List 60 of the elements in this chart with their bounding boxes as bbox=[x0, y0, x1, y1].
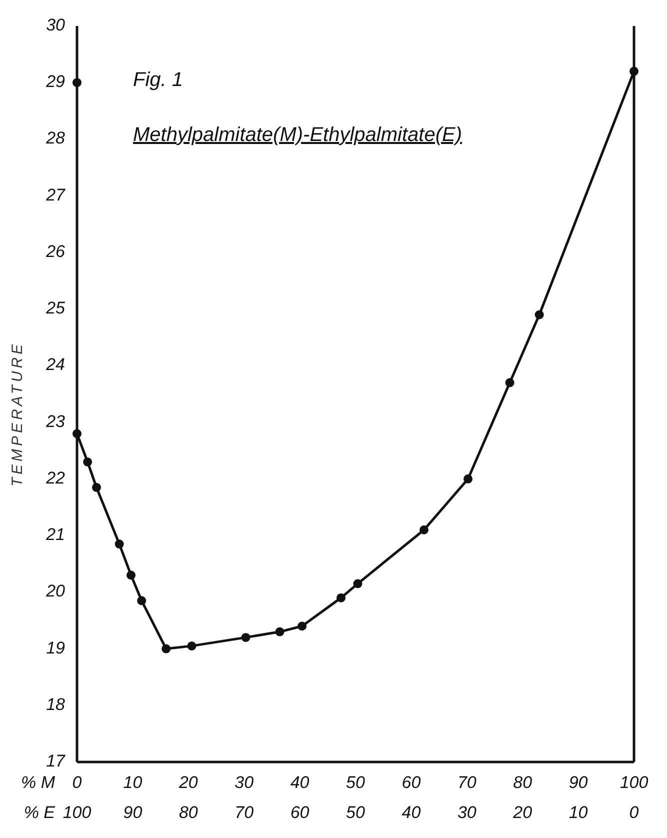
x2-tick-label: 70 bbox=[234, 803, 254, 822]
x-axis-title: % M bbox=[21, 773, 56, 792]
x-tick-label: 60 bbox=[402, 773, 422, 792]
point bbox=[162, 644, 171, 654]
point bbox=[505, 378, 514, 388]
x2-tick-label: 20 bbox=[512, 803, 533, 822]
x-tick-label: 0 bbox=[72, 773, 82, 792]
point bbox=[241, 632, 250, 642]
point bbox=[187, 641, 196, 650]
x2-tick-label: 40 bbox=[402, 803, 422, 822]
y-tick-label: 26 bbox=[45, 242, 66, 261]
x2-tick-label: 30 bbox=[457, 803, 477, 822]
point bbox=[630, 66, 638, 76]
x2-axis-title: % E bbox=[24, 803, 56, 822]
y-tick-label: 19 bbox=[46, 638, 66, 658]
point bbox=[298, 622, 307, 631]
x-tick-label: 90 bbox=[568, 773, 588, 792]
y-tick-label: 24 bbox=[45, 355, 65, 374]
point bbox=[336, 593, 346, 602]
x2-tick-label: 100 bbox=[62, 803, 92, 822]
point bbox=[83, 457, 92, 466]
x2-tick-label: 80 bbox=[178, 803, 198, 822]
x2-tick-label: 10 bbox=[568, 803, 588, 822]
point bbox=[534, 310, 544, 320]
x2-tick-label: 90 bbox=[123, 803, 143, 822]
x2-tick-label: 0 bbox=[629, 803, 640, 822]
y-tick-label: 18 bbox=[46, 694, 66, 714]
x-tick-label: 20 bbox=[178, 773, 198, 792]
point bbox=[275, 627, 284, 636]
y-tick-label: 22 bbox=[45, 468, 66, 488]
x-tick-label: 40 bbox=[290, 773, 310, 792]
point bbox=[464, 474, 473, 484]
y-axis-title: TEMPERATURE bbox=[9, 341, 26, 487]
x-tick-label: 80 bbox=[513, 773, 533, 792]
x-tick-label: 100 bbox=[620, 773, 649, 792]
point bbox=[72, 429, 82, 438]
y-tick-label: 28 bbox=[45, 128, 66, 148]
point bbox=[92, 482, 101, 492]
text: Methylpalmitate(M)-Ethylpalmitate(E) bbox=[133, 124, 462, 146]
text: Fig. 1 bbox=[133, 69, 184, 91]
y-tick-label: 17 bbox=[46, 751, 66, 770]
x-tick-label: 50 bbox=[346, 773, 366, 792]
point bbox=[353, 579, 362, 588]
point bbox=[114, 540, 124, 549]
x-tick-label: 10 bbox=[123, 773, 143, 792]
y-tick-label: 27 bbox=[45, 185, 66, 204]
y-tick-label: 25 bbox=[45, 298, 66, 318]
point bbox=[126, 570, 136, 580]
y-tick-label: 29 bbox=[45, 72, 66, 92]
x2-tick-label: 50 bbox=[346, 803, 366, 822]
point bbox=[420, 525, 429, 534]
point bbox=[72, 78, 82, 88]
y-tick-label: 30 bbox=[46, 15, 66, 34]
y-tick-label: 21 bbox=[45, 525, 65, 544]
x-tick-label: 70 bbox=[457, 773, 477, 792]
point bbox=[137, 596, 146, 606]
y-tick-label: 23 bbox=[45, 412, 66, 431]
y-tick-label: 20 bbox=[45, 582, 66, 601]
x-tick-label: 30 bbox=[234, 773, 254, 792]
x2-tick-label: 60 bbox=[290, 803, 310, 822]
